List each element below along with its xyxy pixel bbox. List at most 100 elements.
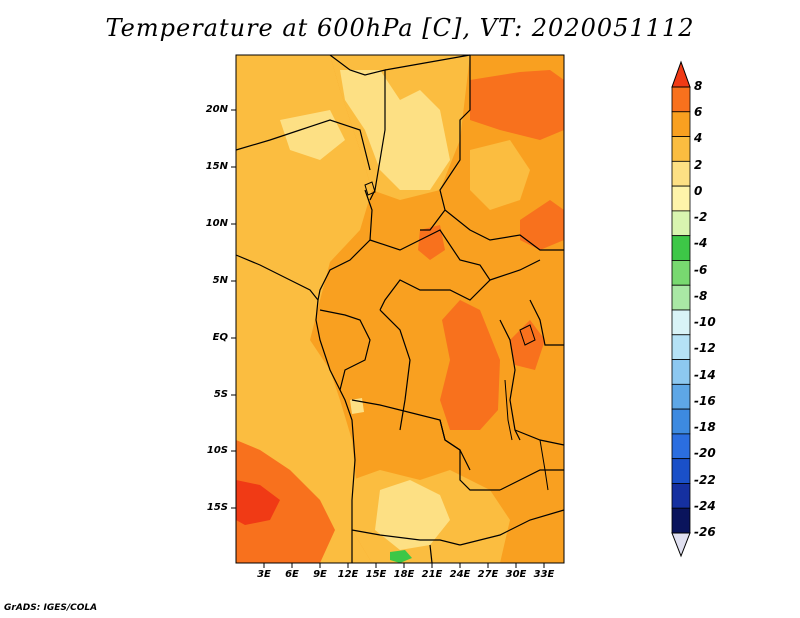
y-tick-label-eq: EQ (212, 332, 228, 343)
x-tick-label-30e: 30E (505, 569, 527, 580)
y-tick-label-10s: 10S (206, 445, 228, 456)
colorbar-swatch (671, 309, 691, 336)
colorbar-label: -2 (694, 210, 708, 225)
region-red-core (236, 480, 280, 525)
colorbar-swatch (671, 507, 691, 534)
colorbar-label: 4 (694, 131, 703, 146)
colorbar-label: -4 (694, 236, 708, 251)
colorbar-label: -10 (694, 315, 716, 330)
colorbar-swatch (671, 334, 691, 360)
map-frame (235, 54, 565, 564)
colorbar-label: -8 (694, 288, 708, 303)
lakes (364, 181, 549, 491)
country-borders (235, 54, 565, 564)
lake-tanganyika (504, 379, 513, 441)
colorbar-swatch (671, 359, 691, 385)
colorbar-swatch (671, 260, 691, 286)
region-hot-mid (418, 225, 445, 260)
region-hot-ne (470, 70, 564, 140)
border-gabon (319, 309, 371, 391)
colorbar-label: 0 (694, 183, 703, 198)
x-tick-label-3e: 3E (257, 569, 271, 580)
colorbar-swatch (671, 458, 691, 484)
colorbar-label: -24 (694, 498, 716, 513)
chart-title: Temperature at 600hPa [C], VT: 202005111… (105, 14, 695, 42)
region-pale-west (236, 55, 372, 563)
colorbar-bottom-triangle (671, 532, 691, 558)
border-niger-nigeria (235, 119, 371, 171)
region-hot-sw (236, 440, 335, 563)
region-yellow-south (375, 480, 450, 550)
x-tick-label-27e: 27E (477, 569, 499, 580)
border-congo-drc (379, 309, 411, 431)
colorbar-swatch (671, 383, 691, 410)
colorbar-swatch (671, 86, 691, 113)
y-tick-label-20n: 20N (205, 104, 228, 115)
border-namibia-botswana (429, 544, 433, 564)
border-angola-namibia (351, 529, 461, 546)
region-pale-ne (470, 140, 530, 210)
y-tick-label-15n: 15N (205, 161, 228, 172)
border-ssudan-east (489, 259, 541, 281)
y-tick-label-5s: 5S (213, 389, 228, 400)
colorbar-label: -12 (694, 341, 716, 356)
region-hot-central (440, 300, 500, 430)
x-tick-label-6e: 6E (285, 569, 299, 580)
lake-victoria (519, 324, 536, 346)
border-sudan-ssudan (444, 209, 564, 251)
colorbar-label: -20 (694, 446, 716, 461)
y-tick-label-10n: 10N (205, 218, 228, 229)
colorbar-swatch (671, 185, 691, 212)
border-zambia-east (499, 469, 564, 491)
colorbar-swatch (671, 483, 691, 509)
region-hot-east1 (520, 200, 564, 250)
colorbar-label: -16 (694, 393, 716, 408)
lake-chad (364, 181, 376, 196)
x-tick-label-9e: 9E (313, 569, 327, 580)
colorbar-swatch (671, 284, 691, 311)
y-tick-label-15s: 15S (206, 502, 228, 513)
x-tick-label-24e: 24E (449, 569, 471, 580)
region-hot-east2 (510, 320, 545, 370)
coast-west-africa (235, 254, 356, 563)
y-ticks (231, 109, 236, 509)
border-libya-chad (384, 54, 471, 71)
border-southern (459, 509, 565, 546)
footer-credit: GrADS: IGES/COLA (4, 603, 98, 613)
x-tick-label-15e: 15E (365, 569, 387, 580)
region-green-patch (390, 550, 412, 563)
x-ticks (263, 563, 545, 568)
colorbar-swatch (671, 136, 691, 162)
colorbar-top-triangle (671, 60, 691, 88)
x-tick-label-33e: 33E (533, 569, 555, 580)
colorbar-swatch (671, 433, 691, 460)
border-angola-zambia (439, 419, 500, 491)
colorbar-label: -22 (694, 472, 716, 487)
colorbar-label: -18 (694, 420, 716, 435)
colorbar-label: 6 (694, 105, 703, 120)
x-tick-label-18e: 18E (393, 569, 415, 580)
lake-malawi (539, 439, 549, 491)
y-tick-label-5n: 5N (212, 275, 228, 286)
colorbar-swatches (671, 86, 691, 534)
colorbar-swatch (671, 210, 691, 237)
colorbar-label: -6 (694, 262, 708, 277)
border-uganda-kenya (529, 299, 564, 346)
region-yellow-west (280, 110, 345, 160)
x-tick-label-12e: 12E (337, 569, 359, 580)
colorbar-swatch (671, 160, 691, 187)
colorbar-swatch (671, 408, 691, 435)
border-nigeria-cameroon (317, 189, 373, 301)
colorbar-label: -26 (694, 525, 716, 539)
colorbar-swatch (671, 235, 691, 261)
region-yellow-sahel (340, 70, 450, 190)
colorbar-label: -14 (694, 367, 716, 382)
colorbar-label: 8 (694, 79, 703, 93)
colorbar-label: 2 (694, 157, 703, 172)
border-chad-sudan (420, 55, 471, 231)
x-tick-label-21e: 21E (421, 569, 443, 580)
border-drc-east (499, 319, 521, 441)
colorbar-swatch (671, 111, 691, 137)
